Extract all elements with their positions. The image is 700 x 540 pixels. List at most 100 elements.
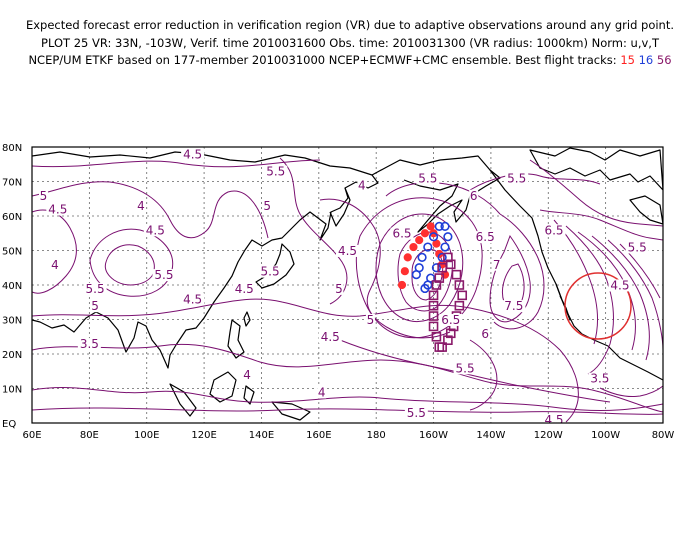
contour-label-bg xyxy=(83,282,107,295)
contour-value-label: 4.5 xyxy=(610,278,629,292)
contour-value-label: 5 xyxy=(335,282,343,296)
contour-value-label: 7 xyxy=(493,258,501,272)
contour-value-label: 4.5 xyxy=(639,485,658,499)
track-56-marker xyxy=(434,273,445,283)
contour-value-label: 4.5 xyxy=(544,413,563,427)
contour-label-bg xyxy=(77,338,101,351)
contour-label-bg xyxy=(453,362,477,375)
latitude-label: 30N xyxy=(2,316,22,327)
contour-label-bg xyxy=(350,476,373,488)
japan-coastline xyxy=(255,243,295,289)
contour-label-bg xyxy=(264,165,288,178)
contour-label-bg xyxy=(242,369,252,382)
track-16-marker xyxy=(420,283,430,294)
contour-lines xyxy=(32,157,663,423)
contour-value-label: 5.5 xyxy=(628,241,647,255)
longitude-label: 100W xyxy=(591,430,620,441)
track-56-marker xyxy=(454,280,465,290)
latitude-label: 60N xyxy=(2,212,22,223)
track-56-marker xyxy=(443,335,453,346)
contour-label-bg xyxy=(136,200,146,213)
contour-label-bg xyxy=(588,372,612,385)
contour-value-label: 5.5 xyxy=(456,361,475,375)
track-56-marker xyxy=(445,328,456,339)
contour-value-label: 6.5 xyxy=(392,227,411,241)
track-56-marker xyxy=(428,321,439,332)
track-56-marker xyxy=(451,269,462,280)
contour-value-label: 6.5 xyxy=(441,313,460,327)
longitude-label: 120E xyxy=(191,430,216,441)
contour-value-label: 5 xyxy=(263,199,271,213)
track-56-marker xyxy=(457,290,468,301)
contour-label-bg xyxy=(625,241,649,254)
contour-value-label: 4.5 xyxy=(48,203,67,217)
contour-value-label: 5.5 xyxy=(154,268,173,282)
track-16-marker xyxy=(428,232,439,242)
latitude-label: 40N xyxy=(2,281,22,292)
contour-label-bg xyxy=(318,331,342,344)
contour-value-label: 6.5 xyxy=(476,230,495,244)
longitude-label: 140E xyxy=(249,430,274,441)
track-56-marker xyxy=(431,331,442,342)
contour-label-bg xyxy=(143,224,167,237)
contour-label-bg xyxy=(258,265,282,278)
contour-label-bg xyxy=(46,203,70,216)
track-56-marker xyxy=(437,262,447,273)
contour-value-label: 4.5 xyxy=(321,330,340,344)
contour-label-bg xyxy=(152,269,176,282)
map-title-line-1: Expected forecast error reduction in ver… xyxy=(25,18,675,32)
contour-label-bg xyxy=(118,459,141,471)
contour-label-bg xyxy=(254,455,263,467)
contour-value-label: 4 xyxy=(255,454,263,468)
latitude-label: 10N xyxy=(2,385,22,396)
contour-label-bg xyxy=(560,486,583,498)
sumatra-coastline xyxy=(169,383,197,417)
track-15-marker xyxy=(420,229,430,238)
longitude-label: 120W xyxy=(534,430,563,441)
contour-value-label: 5.5 xyxy=(266,165,285,179)
longitude-label: 80E xyxy=(80,430,99,441)
track-16-marker xyxy=(443,232,453,242)
contour-label-bg xyxy=(317,386,327,399)
contour-value-label: 4 xyxy=(358,178,366,192)
borneo-coastline xyxy=(209,371,237,403)
contour-value-label: 5.5 xyxy=(261,265,280,279)
latitude-label: 20N xyxy=(2,350,22,361)
track-56-marker xyxy=(434,342,445,352)
contour-value-label: 5 xyxy=(40,189,48,203)
latitude-label: 70N xyxy=(2,178,22,189)
contour-value-label: 3.5 xyxy=(120,458,139,472)
contour-label-bg xyxy=(412,483,421,495)
track-56-marker xyxy=(428,311,439,321)
contour-label-bg xyxy=(38,189,48,202)
map-title-line-2: PLOT 25 VR: 33N, -103W, Verif. time 2010… xyxy=(41,36,659,50)
contour-label-bg xyxy=(365,313,375,326)
contour-value-label: 3.5 xyxy=(590,372,609,386)
contour-label-bg xyxy=(502,300,526,313)
baja-coastline xyxy=(555,283,571,321)
contour-label-bg xyxy=(439,313,463,326)
contour-value-label: 6 xyxy=(470,189,478,203)
hudson-bay-coastline xyxy=(629,195,663,225)
track-16-marker xyxy=(414,263,424,273)
contour-label-bg xyxy=(336,244,359,257)
contour-value-label: 4 xyxy=(318,385,326,399)
contour-label-bg xyxy=(50,258,60,271)
track-15-marker xyxy=(415,236,424,245)
contour-label-bg xyxy=(608,279,632,292)
flight-track-label-16: 16 xyxy=(638,53,654,67)
track-16-marker xyxy=(431,263,442,273)
contour-label-bg xyxy=(542,414,566,423)
track-16-marker xyxy=(434,221,444,231)
ensemble-description: NCEP/UM ETKF based on 177-member 2010031… xyxy=(28,53,617,67)
contour-value-label: 5.5 xyxy=(407,406,426,420)
contour-value-label: 5.5 xyxy=(86,282,105,296)
latitude-label: 50N xyxy=(2,247,22,258)
longitude-label: 60E xyxy=(22,430,41,441)
flight-track-label-15: 15 xyxy=(620,53,635,67)
contour-value-label: 5 xyxy=(585,485,593,499)
verification-region-circle xyxy=(564,272,632,340)
map-frame xyxy=(31,146,664,424)
contour-value-label: 4.5 xyxy=(338,244,357,258)
